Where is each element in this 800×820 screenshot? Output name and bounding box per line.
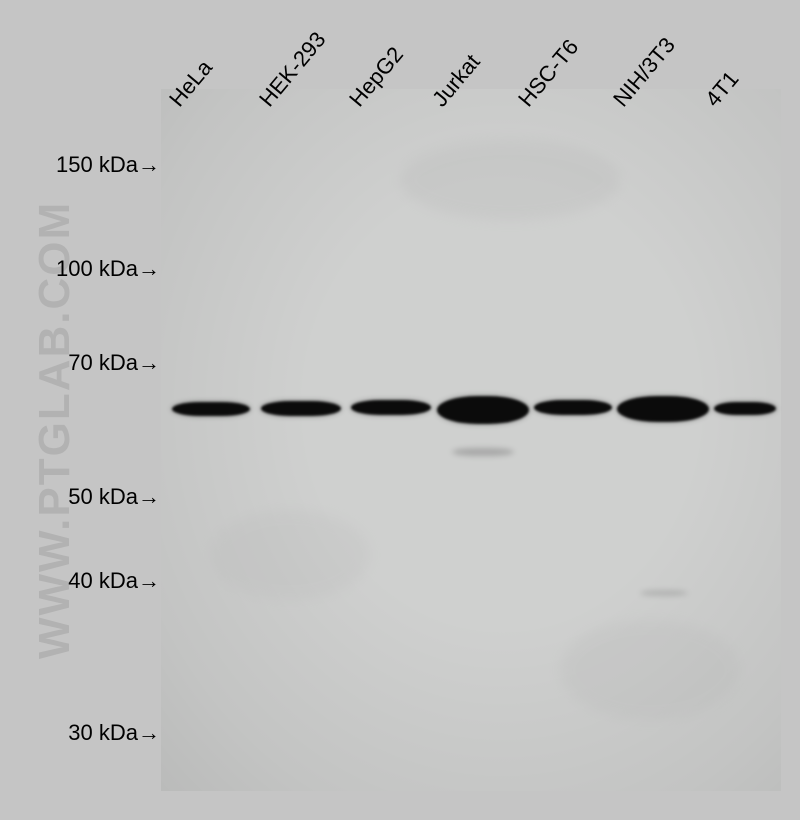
smudge	[560, 620, 740, 720]
band-main	[437, 396, 529, 424]
marker-label: 30 kDa→	[68, 720, 160, 746]
watermark: WWW.PTGLAB.COM	[30, 120, 120, 740]
smudge	[400, 140, 620, 220]
smudge	[210, 510, 370, 600]
marker-label: 150 kDa→	[56, 152, 160, 178]
band-main	[714, 402, 776, 415]
band-main	[261, 401, 341, 416]
marker-label: 40 kDa→	[68, 568, 160, 594]
band-main	[351, 400, 431, 415]
marker-label: 50 kDa→	[68, 484, 160, 510]
band-main	[617, 396, 709, 422]
marker-label: 70 kDa→	[68, 350, 160, 376]
blot-figure: WWW.PTGLAB.COM HeLa HEK-293 HepG2 Jurkat…	[0, 0, 800, 820]
band-main	[534, 400, 612, 415]
band-main	[172, 402, 250, 416]
band-faint	[640, 590, 688, 596]
marker-label: 100 kDa→	[56, 256, 160, 282]
band-faint	[452, 448, 514, 456]
